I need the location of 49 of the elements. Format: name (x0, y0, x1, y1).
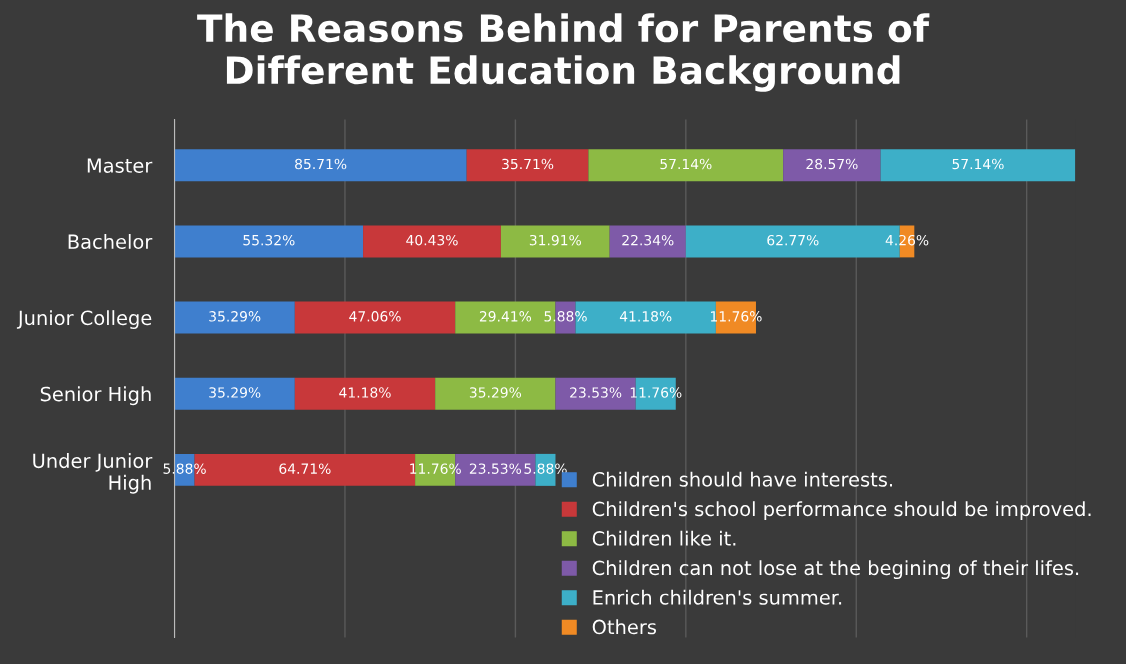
bar (500, 225, 610, 258)
chart-title: The Reasons Behind for Parents of Different Education Background (197, 13, 930, 92)
bar (174, 149, 467, 182)
bar (435, 377, 556, 410)
legend-label: Enrich children's summer. (593, 589, 842, 605)
legend-label: Children can not lose at the begining of their lifes. (592, 560, 1079, 580)
data-label: 41.18% (619, 311, 672, 322)
bar (609, 225, 686, 258)
bar (174, 225, 364, 258)
data-label: 57.14% (952, 158, 1004, 170)
data-label: 47.06% (349, 311, 401, 322)
y-tick-label: Under Junior High (33, 453, 153, 494)
data-label: 55.32% (243, 234, 295, 246)
y-tick-label: Master (87, 158, 153, 173)
legend-label: Children should have interests. (592, 471, 892, 487)
data-label: 64.71% (279, 463, 331, 474)
y-tick-label: Bachelor (68, 234, 153, 250)
bar (294, 301, 456, 334)
data-label: 85.71% (295, 158, 347, 170)
data-label: 35.29% (469, 387, 522, 398)
data-label: 35.71% (502, 158, 554, 170)
data-label: 23.53% (570, 387, 622, 398)
data-label: 35.29% (209, 311, 261, 322)
legend-label: Children like it. (592, 530, 736, 546)
data-label: 4.26% (885, 234, 929, 246)
legend-label: Others (592, 619, 657, 635)
data-label: 5.88% (163, 463, 206, 474)
data-label: 41.18% (339, 387, 391, 398)
data-label: 31.91% (529, 234, 581, 246)
data-label: 22.34% (622, 234, 674, 246)
y-tick-label: Senior High (40, 386, 151, 406)
data-label: 23.53% (469, 463, 522, 474)
data-label: 62.77% (767, 234, 819, 246)
legend-label: Children's school performance should be improved. (592, 501, 1091, 521)
data-label: 29.41% (479, 311, 532, 322)
data-label: 28.57% (806, 158, 858, 170)
data-label: 57.14% (660, 158, 712, 170)
data-label: 35.29% (209, 387, 261, 398)
bar (588, 149, 784, 182)
bar (880, 149, 1076, 182)
bar (174, 377, 295, 410)
bar (466, 149, 589, 182)
bar (294, 377, 436, 410)
bar (363, 225, 501, 258)
data-label: 40.43% (406, 234, 458, 246)
data-label: 5.88% (544, 311, 587, 322)
bar (174, 301, 295, 334)
bar (783, 149, 881, 182)
y-tick-label: Junior College (16, 310, 152, 329)
